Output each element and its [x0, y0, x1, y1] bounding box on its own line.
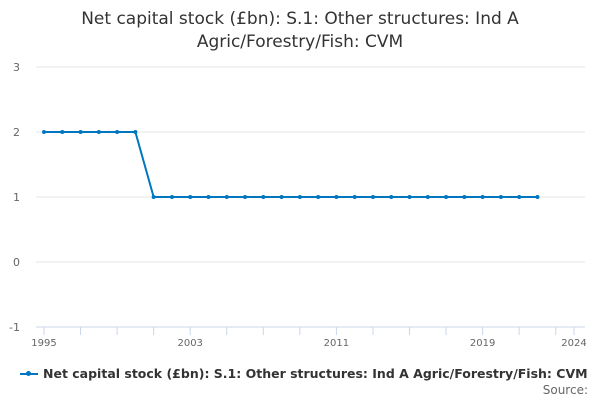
data-point: [297, 195, 302, 199]
series-line: [44, 131, 538, 198]
data-point: [480, 195, 485, 199]
x-tick-label: 2019: [470, 338, 495, 349]
data-point: [151, 195, 156, 199]
data-point: [78, 130, 83, 134]
y-tick-label: -1: [9, 321, 20, 334]
data-point: [517, 195, 522, 199]
data-point: [334, 195, 339, 199]
data-point: [96, 130, 101, 134]
legend-label: Net capital stock (£bn): S.1: Other stru…: [43, 366, 588, 381]
data-point: [498, 195, 503, 199]
data-point: [425, 195, 430, 199]
x-tick-label: 1995: [31, 338, 56, 349]
title-line-1: Net capital stock (£bn): S.1: Other stru…: [81, 9, 519, 29]
source-label: Source:: [542, 383, 588, 397]
legend-line-icon: [20, 370, 38, 376]
x-tick-label: 2003: [177, 338, 202, 349]
data-point: [462, 195, 467, 199]
title-line-2: Agric/Forestry/Fish: CVM: [196, 32, 404, 52]
data-point: [243, 195, 248, 199]
y-tick-label: 1: [13, 191, 20, 204]
y-tick-label: 2: [13, 126, 20, 139]
data-point: [370, 195, 375, 199]
data-point: [352, 195, 357, 199]
legend-item[interactable]: Net capital stock (£bn): S.1: Other stru…: [20, 366, 588, 381]
data-point: [169, 195, 174, 199]
data-point: [188, 195, 193, 199]
data-point: [133, 130, 138, 134]
data-point: [224, 195, 229, 199]
data-point: [279, 195, 284, 199]
data-point: [444, 195, 449, 199]
x-tick-label: 2024: [561, 338, 586, 349]
data-point: [42, 130, 46, 134]
y-tick-label: 0: [13, 256, 20, 269]
data-point: [389, 195, 394, 199]
chart-title: Net capital stock (£bn): S.1: Other stru…: [0, 8, 600, 54]
data-point: [316, 195, 321, 199]
data-point: [206, 195, 211, 199]
y-tick-label: 3: [13, 61, 20, 74]
data-point: [407, 195, 412, 199]
data-point: [115, 130, 120, 134]
x-tick-label: 2011: [324, 338, 349, 349]
data-point: [261, 195, 266, 199]
data-point: [535, 195, 540, 199]
data-point: [60, 130, 65, 134]
